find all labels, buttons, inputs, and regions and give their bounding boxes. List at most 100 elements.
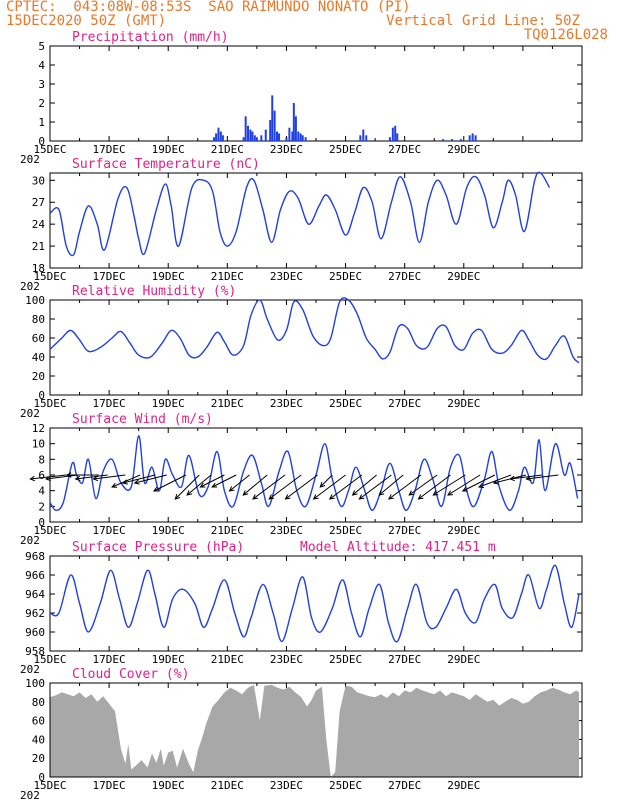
pressure-panel: 15DEC 17DEC 19DEC 21DEC 23DEC 25DEC 27DEC 29DEC… [20, 540, 583, 676]
x-tick-label: 25DEC [329, 524, 362, 537]
x-tick-label: 25DEC [329, 397, 362, 410]
wind-arrowhead [509, 475, 515, 482]
wind-arrowhead [268, 494, 275, 500]
x-tick-label: 15DEC [33, 397, 66, 410]
x-tick-label: 29DEC [447, 653, 480, 666]
wind-vector [432, 474, 466, 496]
precip-bar [459, 139, 462, 141]
x-tick-label: 27DEC [388, 397, 421, 410]
precip-bar [271, 95, 274, 141]
precip-bar [391, 127, 394, 141]
wind-title: Surface Wind (m/s) [72, 412, 213, 427]
y-tick-label: 100 [25, 677, 45, 690]
wind-arrowhead [111, 482, 118, 488]
y-tick-label: 27 [32, 196, 45, 209]
wind-arrowhead [478, 482, 485, 489]
x-tick-label: 19DEC [152, 779, 185, 792]
y-tick-label: 2 [38, 97, 45, 110]
y-tick-label: 6 [38, 469, 45, 482]
precip-bar [215, 133, 218, 141]
x-tick-label: 17DEC [93, 270, 126, 283]
wind-arrowhead [29, 475, 36, 482]
precip-bar [396, 133, 399, 141]
x-tick-label: 25DEC [329, 653, 362, 666]
x-tick-label: 29DEC [447, 143, 480, 156]
wind-arrowhead [447, 490, 454, 496]
x-tick-label: 19DEC [152, 270, 185, 283]
x-tick-label: 23DEC [270, 524, 303, 537]
y-tick-label: 30 [32, 174, 45, 187]
wind-vector [378, 474, 404, 496]
wind-arrowhead [432, 490, 439, 496]
wind-arrowhead [358, 494, 365, 500]
wind-vector [229, 474, 250, 492]
precip-bar [285, 137, 288, 141]
pressure-frame [49, 555, 583, 652]
wind-vector [285, 474, 318, 500]
grid-line-note: Vertical Grid Line: 50Z [386, 13, 580, 29]
year-fragment: 202 [20, 153, 40, 166]
x-tick-label: 21DEC [211, 143, 244, 156]
x-tick-label: 25DEC [329, 270, 362, 283]
precip-bar [217, 127, 220, 141]
x-tick-label: 21DEC [211, 524, 244, 537]
wind-vector [242, 474, 268, 496]
y-tick-label: 20 [32, 370, 45, 383]
x-tick-label: 29DEC [447, 397, 480, 410]
y-tick-label: 4 [38, 485, 45, 498]
wind-vector [93, 474, 126, 480]
wind-arrowhead [328, 494, 335, 500]
wind-vector [319, 474, 333, 488]
x-tick-label: 19DEC [152, 397, 185, 410]
precip-bar [394, 125, 397, 141]
temperature-title: Surface Temperature (nC) [72, 157, 260, 172]
precip-bar [442, 139, 445, 141]
precip-bar [273, 110, 276, 141]
precip-bar [269, 120, 272, 141]
x-tick-label: 27DEC [388, 143, 421, 156]
precipitation-panel: 15DEC 17DEC 19DEC 21DEC 23DEC 25DEC 27DEC 29DEC… [20, 30, 583, 166]
y-tick-label: 968 [25, 550, 45, 563]
y-tick-label: 40 [32, 733, 45, 746]
wind-arrowhead [284, 494, 291, 500]
wind-vector [211, 474, 237, 488]
y-tick-label: 20 [32, 752, 45, 765]
wind-arrowhead [133, 479, 140, 485]
wind-vector [46, 474, 79, 480]
cloud-frame [49, 682, 583, 778]
x-tick-label: 23DEC [270, 653, 303, 666]
wind-vector [186, 474, 212, 496]
y-tick-label: 960 [25, 626, 45, 639]
x-tick-label: 21DEC [211, 397, 244, 410]
y-tick-label: 0 [38, 516, 45, 529]
x-tick-label: 21DEC [211, 270, 244, 283]
precip-bar [294, 116, 297, 141]
x-tick-label: 17DEC [93, 143, 126, 156]
wind-arrowhead [45, 475, 51, 482]
humidity-frame [49, 299, 583, 396]
wind-vector [268, 474, 302, 500]
y-tick-label: 100 [25, 294, 45, 307]
precip-bar [388, 137, 391, 141]
year-fragment: 202 [20, 534, 40, 547]
x-tick-label: 23DEC [270, 779, 303, 792]
wind-arrowhead [388, 494, 394, 500]
x-tick-label: 25DEC [329, 779, 362, 792]
wind-vector [313, 474, 346, 500]
precip-bar [301, 135, 304, 141]
x-tick-label: 17DEC [93, 524, 126, 537]
precip-bar [255, 137, 258, 141]
precip-bar [359, 135, 362, 141]
wind-vector [359, 474, 392, 500]
precip-bar [251, 131, 254, 141]
temperature-line [49, 171, 551, 257]
y-tick-label: 80 [32, 696, 45, 709]
wind-vector [526, 474, 559, 480]
x-tick-label: 23DEC [270, 270, 303, 283]
wind-vector [200, 474, 225, 488]
wind-arrowhead [74, 475, 81, 482]
year-fragment: 202 [20, 407, 40, 420]
wind-arrowhead [199, 482, 206, 488]
wind-vector [75, 474, 108, 480]
precip-bar [362, 129, 365, 141]
